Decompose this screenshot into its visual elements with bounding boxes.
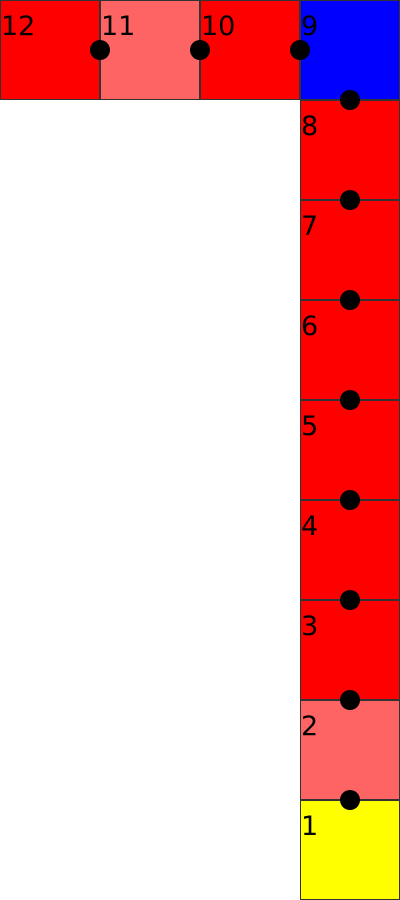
connector-dot-1-2 [340,790,360,810]
board-cell-3[interactable]: 3 [300,600,400,700]
connector-dot-4-5 [340,490,360,510]
cell-number: 4 [301,511,319,542]
cell-number: 2 [301,711,319,742]
connector-dot-8-9 [340,90,360,110]
connector-dot-6-7 [340,290,360,310]
board-cell-7[interactable]: 7 [300,200,400,300]
connector-dot-9-10 [290,40,310,60]
connector-dot-3-4 [340,590,360,610]
board-cell-8[interactable]: 8 [300,100,400,200]
board-cell-9[interactable]: 9 [300,0,400,100]
connector-dot-11-12 [90,40,110,60]
board-cell-12[interactable]: 12 [0,0,100,100]
board-cell-11[interactable]: 11 [100,0,200,100]
cell-number: 10 [201,11,236,42]
connector-dot-7-8 [340,190,360,210]
cell-number: 1 [301,811,319,842]
cell-number: 3 [301,611,319,642]
cell-number: 12 [1,11,36,42]
cell-number: 6 [301,311,319,342]
cell-number: 9 [301,11,319,42]
board-cell-10[interactable]: 10 [200,0,300,100]
board-cell-1[interactable]: 1 [300,800,400,900]
cell-number: 8 [301,111,319,142]
cell-number: 11 [101,11,136,42]
cell-number: 7 [301,211,319,242]
board-cell-6[interactable]: 6 [300,300,400,400]
board-cell-5[interactable]: 5 [300,400,400,500]
board-cell-4[interactable]: 4 [300,500,400,600]
connector-dot-10-11 [190,40,210,60]
cell-number: 5 [301,411,319,442]
board-cell-2[interactable]: 2 [300,700,400,800]
connector-dot-5-6 [340,390,360,410]
connector-dot-2-3 [340,690,360,710]
